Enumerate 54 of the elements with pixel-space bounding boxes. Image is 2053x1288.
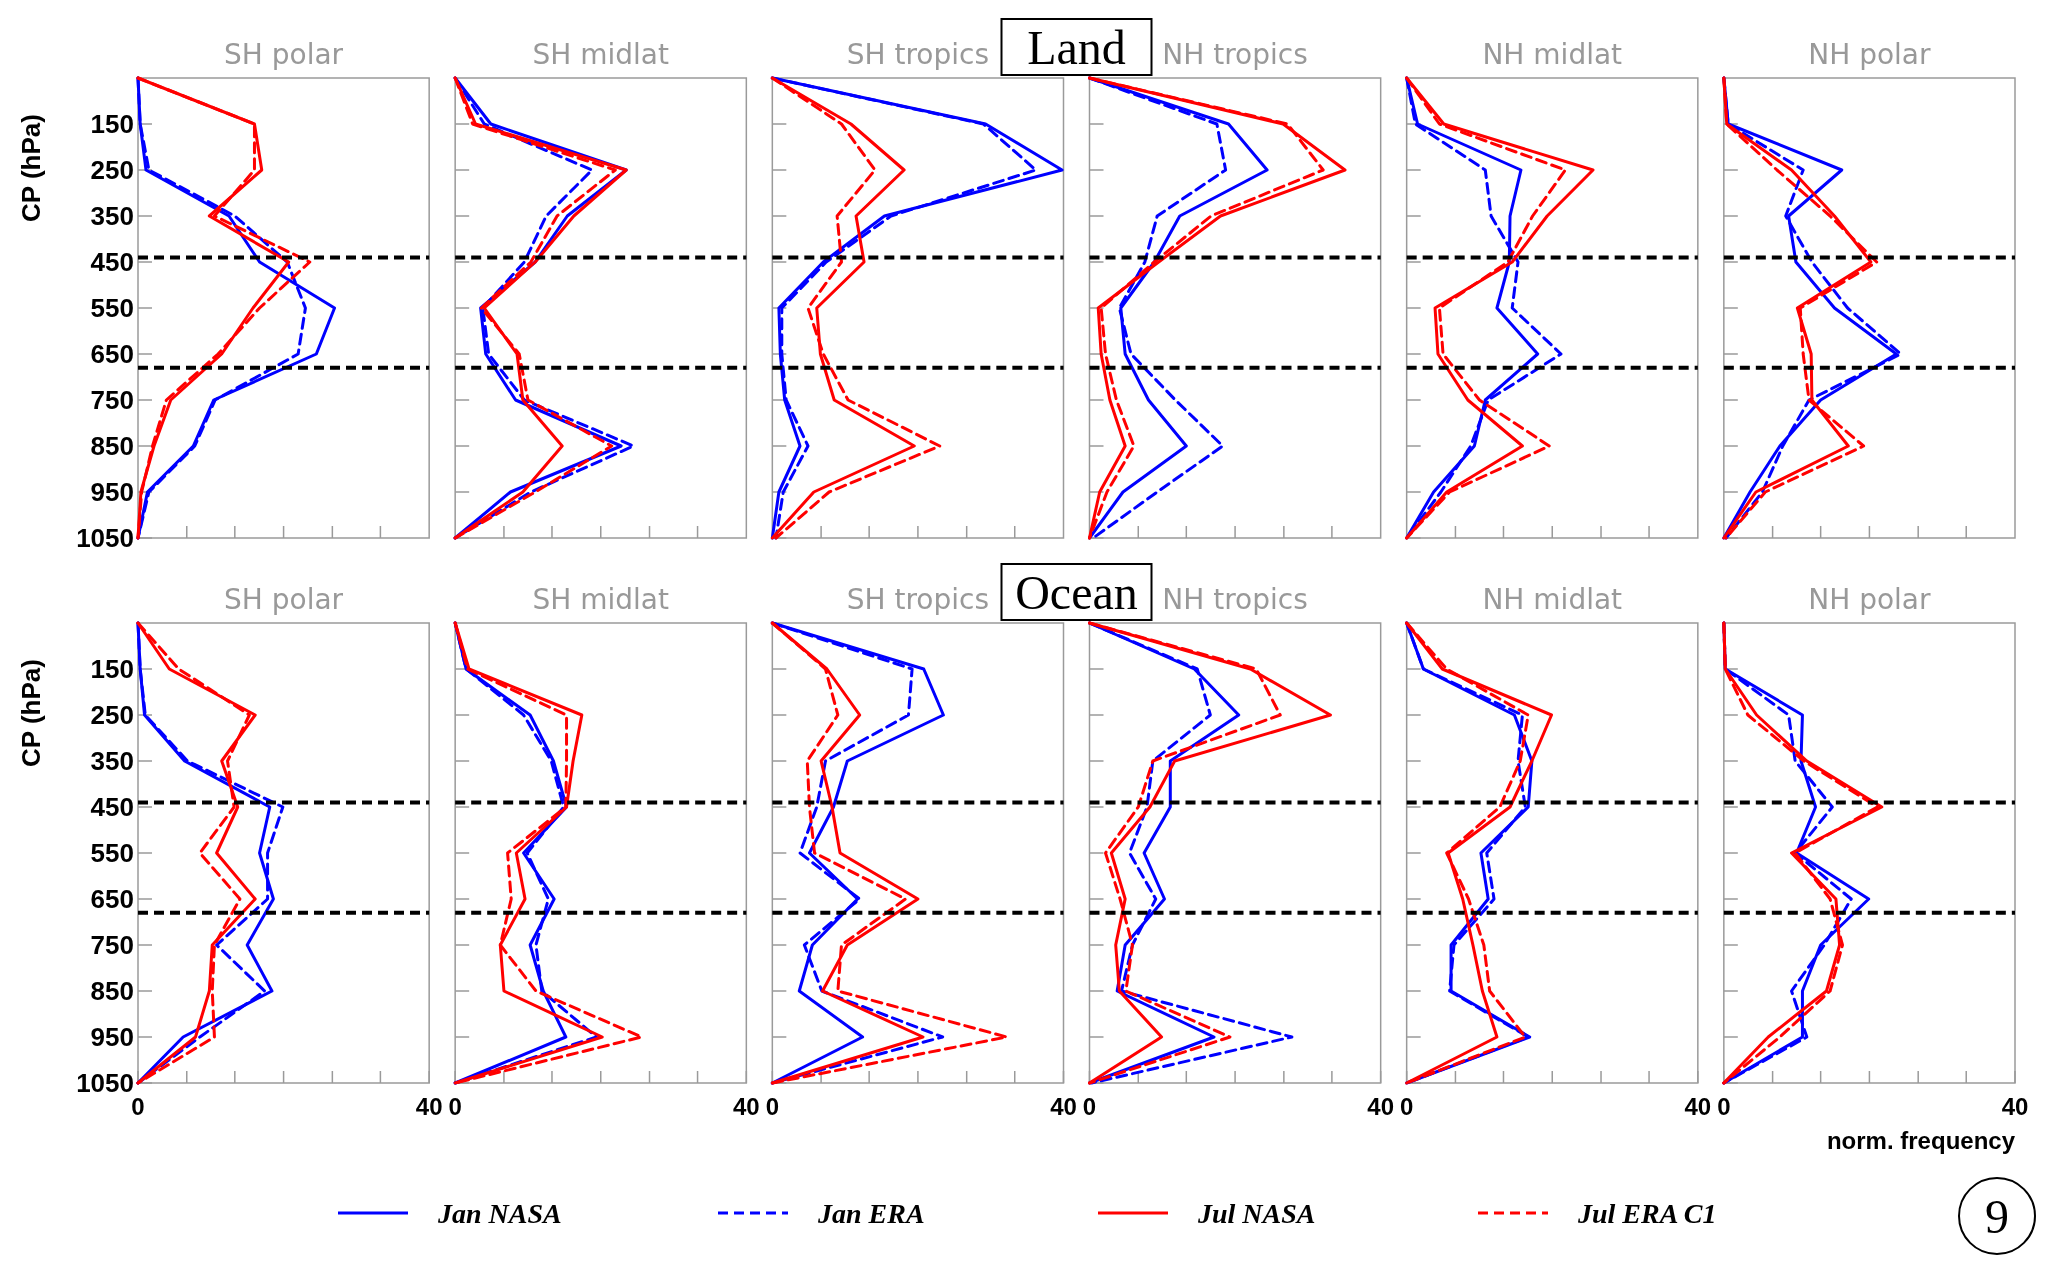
text: 9 [1985,1190,2009,1244]
chart-title: SH tropics [846,38,990,71]
x-axis-title: norm. frequency [1826,1127,2016,1154]
x-tick-label: 40 [732,1093,760,1120]
chart-title: SH tropics [846,583,990,616]
text: Ocean [1015,565,1138,619]
y-tick-label: 150 [90,109,134,140]
y-tick-label: 650 [90,884,134,915]
legend-label: Jan ERA [817,1197,925,1229]
chart-title: SH polar [224,38,344,71]
chart-title: SH midlat [532,583,669,616]
y-tick-label: 750 [90,930,134,961]
y-tick-label: 850 [90,431,134,462]
y-tick-label: 450 [90,247,134,278]
chart-title: NH midlat [1482,38,1623,71]
y-tick-label: 1050 [76,523,134,554]
chart-title: SH polar [224,583,344,616]
x-tick-label: 40 [2001,1093,2029,1120]
x-tick-label: 0 [1717,1093,1731,1120]
chart-title: NH midlat [1482,583,1623,616]
y-tick-label: 550 [90,293,134,324]
x-tick-label: 40 [1050,1093,1077,1120]
y-axis-title: CP (hPa) [16,659,46,767]
y-tick-label: 850 [90,976,134,1007]
y-tick-label: 250 [90,700,134,731]
y-tick-label: 650 [90,339,134,370]
x-tick-label: 0 [1399,1093,1414,1120]
chart-title: NH tropics [1162,583,1308,616]
y-tick-label: 950 [90,477,134,508]
y-tick-label: 550 [90,838,134,869]
x-tick-label: 0 [765,1093,780,1120]
x-tick-label: 0 [131,1093,145,1120]
y-tick-label: 750 [90,385,134,416]
chart-title: NH tropics [1162,38,1308,71]
chart-title: NH polar [1808,38,1932,71]
x-tick-label: 0 [1082,1093,1097,1120]
x-tick-label: 40 [1684,1093,1712,1120]
y-tick-label: 1050 [76,1068,134,1099]
chart-title: NH polar [1808,583,1932,616]
y-tick-label: 350 [90,746,134,777]
y-tick-label: 350 [90,201,134,232]
x-tick-label: 40 [415,1093,443,1120]
text: Land [1027,20,1126,74]
y-tick-label: 150 [90,654,134,685]
y-tick-label: 950 [90,1022,134,1053]
chart-title: SH midlat [532,38,669,71]
x-tick-label: 40 [1367,1093,1395,1120]
legend-label: Jul NASA [1197,1197,1316,1229]
y-tick-label: 250 [90,155,134,186]
legend-label: Jan NASA [437,1197,562,1229]
x-tick-label: 0 [448,1093,462,1120]
y-axis-title: CP (hPa) [16,114,46,222]
y-tick-label: 450 [90,792,134,823]
legend-label: Jul ERA C1 [1577,1197,1717,1229]
